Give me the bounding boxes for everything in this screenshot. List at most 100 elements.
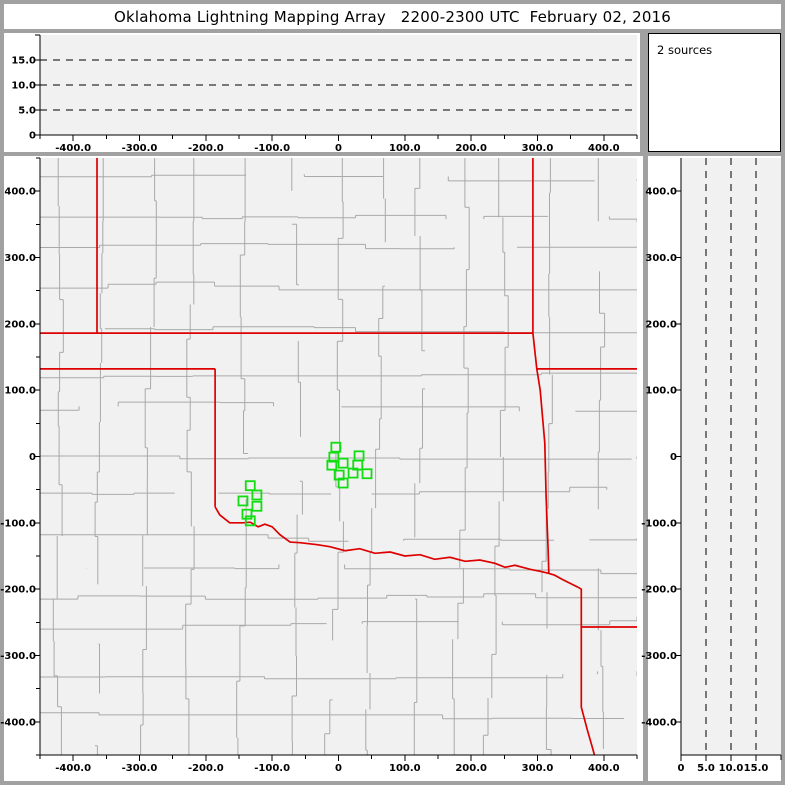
- lma-station-marker: [361, 468, 373, 480]
- x-tick-label: 200.0: [455, 763, 487, 774]
- sources-box: 2 sources: [648, 33, 781, 152]
- alt-ns-panel: 0 5.0 10.0 15.0 -400.0 -300.0 -200.0 -100.0 0 100…: [641, 156, 782, 781]
- alt-ew-panel: -400.0 -300.0 -200.0 -100.0 0 100.0 200.0 300.0…: [4, 33, 640, 155]
- county-line: [448, 158, 470, 755]
- y-tick-label: -400.0: [641, 717, 677, 728]
- y-tick-label: -300.0: [641, 651, 677, 662]
- plan-view-plot-svg: -400.0 -300.0 -200.0 -100.0 0 100.0 200.0 300.0…: [0, 157, 638, 774]
- county-line: [86, 564, 637, 575]
- axes: [34, 157, 638, 761]
- y-tick-label: 15.0: [11, 56, 36, 67]
- lma-station-marker: [244, 480, 256, 492]
- state-border-line: [577, 586, 596, 755]
- county-line: [40, 593, 637, 600]
- county-line: [40, 401, 637, 412]
- y-tick-label: -300.0: [0, 651, 36, 662]
- y-tick-label: 300.0: [4, 253, 36, 264]
- county-line: [94, 158, 104, 755]
- y-tick-label: 0: [29, 452, 36, 463]
- county-line: [541, 158, 553, 755]
- axes: [34, 34, 638, 141]
- alt-ns-plot-svg: 0 5.0 10.0 15.0 -400.0 -300.0 -200.0 -100.0 0 100…: [641, 158, 782, 774]
- lma-station-marker: [251, 500, 263, 512]
- y-tick-label: -400.0: [0, 717, 36, 728]
- y-tick-label: -200.0: [641, 585, 677, 596]
- x-tick-label: -100.0: [254, 143, 290, 154]
- lma-station-marker: [330, 441, 342, 453]
- y-tick-label: 5.0: [18, 106, 36, 117]
- y-tick-label: 200.0: [645, 319, 677, 330]
- x-tick-label: 15.0: [744, 763, 769, 774]
- dashed-altitude-lines: [705, 158, 757, 755]
- y-tick-label: 0: [29, 131, 36, 142]
- tick-labels: 0 5.0 10.0 15.0 -400.0 -300.0 -200.0 -100.0 0 100…: [641, 187, 768, 774]
- x-tick-label: 400.0: [588, 763, 620, 774]
- county-line: [40, 281, 637, 291]
- alt-ew-plot-svg: -400.0 -300.0 -200.0 -100.0 0 100.0 200.0 300.0…: [11, 34, 638, 155]
- axes: [675, 158, 782, 761]
- x-tick-label: 100.0: [389, 143, 421, 154]
- x-tick-label: 300.0: [522, 763, 554, 774]
- x-tick-label: -200.0: [188, 143, 224, 154]
- lma-station-marker: [347, 467, 359, 479]
- lma-station-marker: [251, 489, 263, 501]
- county-line: [40, 455, 637, 460]
- state-border-line: [214, 506, 579, 588]
- lma-station-marker: [337, 457, 349, 469]
- tick-labels: -400.0 -300.0 -200.0 -100.0 0 100.0 200.0 300.0…: [0, 187, 619, 774]
- x-tick-label: -300.0: [122, 143, 158, 154]
- x-tick-label: 0: [335, 763, 342, 774]
- y-tick-label: 100.0: [645, 386, 677, 397]
- x-tick-label: -100.0: [254, 763, 290, 774]
- county-line: [40, 372, 637, 379]
- x-tick-label: 400.0: [588, 143, 620, 154]
- county-line: [40, 671, 637, 680]
- county-line: [138, 158, 157, 755]
- dashed-altitude-lines: [40, 59, 637, 111]
- tick-labels: -400.0 -300.0 -200.0 -100.0 0 100.0 200.0 300.0…: [11, 56, 619, 155]
- lma-station-marker: [337, 477, 349, 489]
- y-tick-label: 10.0: [11, 81, 36, 92]
- county-line: [40, 214, 637, 223]
- map-layers: [40, 158, 637, 755]
- x-tick-label: -200.0: [188, 763, 224, 774]
- lma-station-marker: [244, 515, 256, 527]
- y-tick-label: -100.0: [0, 518, 36, 529]
- lma-station-marker: [326, 459, 338, 471]
- county-line: [40, 174, 637, 182]
- x-tick-label: 100.0: [389, 763, 421, 774]
- lma-stations: [237, 441, 373, 527]
- lma-station-marker: [241, 508, 253, 520]
- plan-view-panel: -400.0 -300.0 -200.0 -100.0 0 100.0 200.0 300.0…: [0, 156, 643, 781]
- county-line: [597, 158, 606, 755]
- x-tick-label: 0: [678, 763, 685, 774]
- x-tick-label: 200.0: [455, 143, 487, 154]
- county-line: [40, 616, 637, 630]
- county-lines: [40, 158, 637, 755]
- county-line: [40, 534, 637, 542]
- lma-station-marker: [328, 451, 340, 463]
- page-title: Oklahoma Lightning Mapping Array 2200-23…: [113, 7, 672, 26]
- x-tick-label: -300.0: [122, 763, 158, 774]
- x-tick-label: 300.0: [522, 143, 554, 154]
- y-tick-label: 400.0: [4, 187, 36, 198]
- x-tick-label: 0: [335, 143, 342, 154]
- state-borders: [40, 158, 637, 755]
- y-tick-label: 0: [670, 452, 677, 463]
- county-line: [52, 158, 64, 755]
- x-tick-label: -400.0: [55, 143, 91, 154]
- sources-count-label: 2 sources: [657, 43, 713, 57]
- county-line: [364, 158, 386, 755]
- x-tick-label: 10.0: [719, 763, 744, 774]
- title-bar: Oklahoma Lightning Mapping Array 2200-23…: [4, 4, 781, 29]
- y-tick-label: 300.0: [645, 253, 677, 264]
- county-line: [482, 158, 509, 755]
- county-line: [290, 158, 303, 755]
- y-tick-label: -200.0: [0, 585, 36, 596]
- county-line: [40, 243, 637, 250]
- y-tick-label: -100.0: [641, 518, 677, 529]
- lma-station-marker: [237, 495, 249, 507]
- county-line: [40, 486, 608, 495]
- y-tick-label: 100.0: [4, 386, 36, 397]
